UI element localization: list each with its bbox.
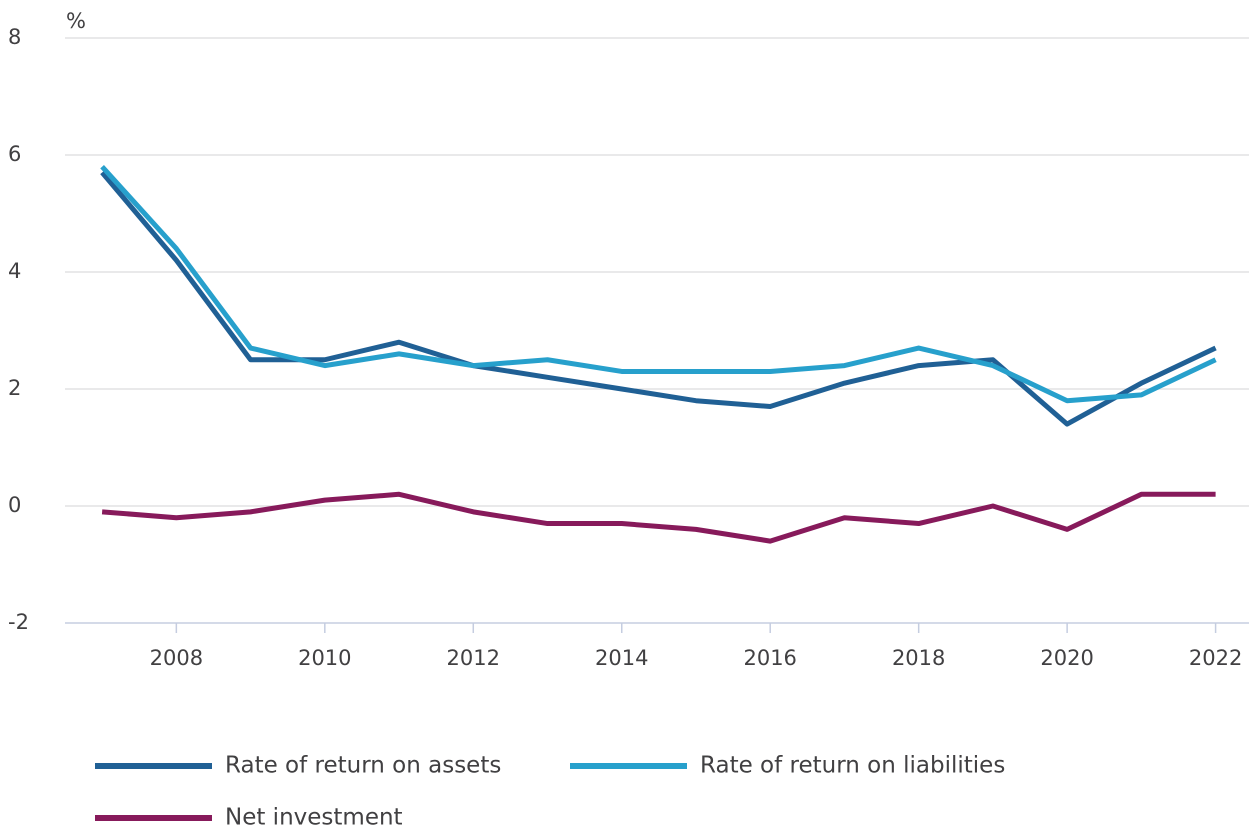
y-tick-label: -2 xyxy=(8,610,29,634)
legend-label: Net investment xyxy=(225,805,403,831)
y-tick-label: 0 xyxy=(8,493,21,517)
legend-label: Rate of return on liabilities xyxy=(700,753,1005,779)
legend-label: Rate of return on assets xyxy=(225,753,501,779)
x-tick-label: 2018 xyxy=(892,646,945,670)
x-tick-label: 2020 xyxy=(1040,646,1093,670)
y-tick-label: 8 xyxy=(8,25,21,49)
y-tick-label: 2 xyxy=(8,376,21,400)
x-tick-label: 2022 xyxy=(1189,646,1242,670)
y-tick-label: 6 xyxy=(8,142,21,166)
x-tick-label: 2008 xyxy=(150,646,203,670)
y-tick-label: 4 xyxy=(8,259,21,283)
x-tick-label: 2012 xyxy=(447,646,500,670)
series-line xyxy=(101,491,1216,544)
x-tick-label: 2010 xyxy=(298,646,351,670)
x-tick-label: 2014 xyxy=(595,646,648,670)
series-line xyxy=(100,170,1217,427)
x-tick-label: 2016 xyxy=(743,646,796,670)
y-unit-label: % xyxy=(66,9,86,33)
series-line xyxy=(100,165,1217,404)
